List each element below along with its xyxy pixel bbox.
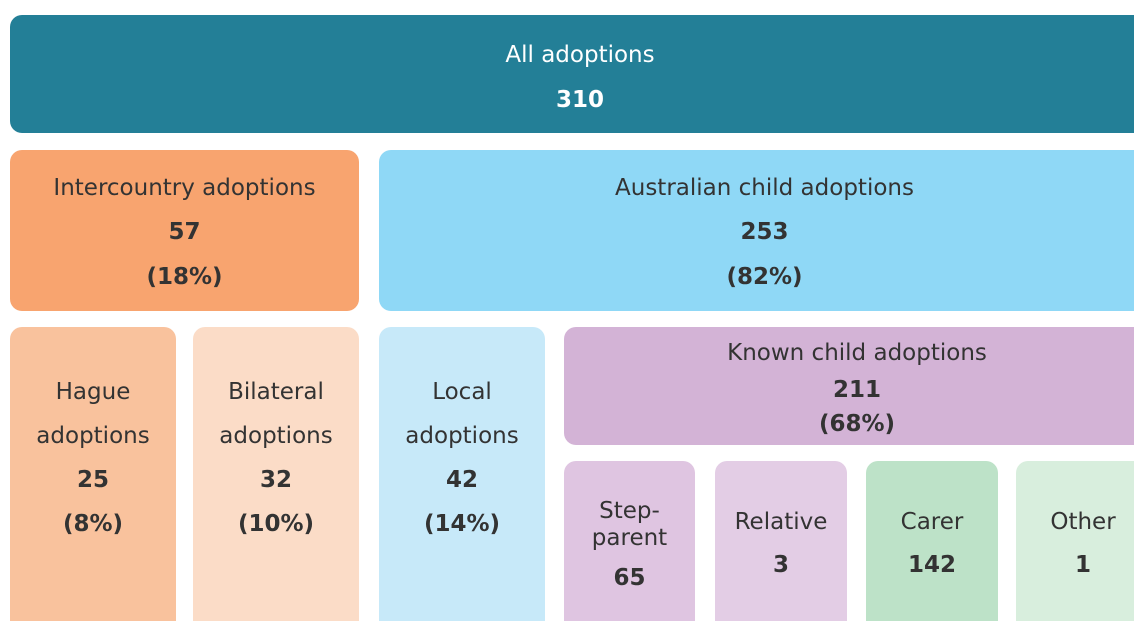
node-percent: (68%) [818, 411, 896, 437]
node-label: Bilateral [228, 379, 324, 405]
node-box: Known child adoptions 211 (68%) [564, 327, 1134, 445]
node-count: 253 [740, 219, 789, 245]
node-label: Australian child adoptions [615, 175, 914, 201]
node-count: 57 [168, 219, 201, 245]
node-box: Local adoptions 42 (14%) [379, 327, 545, 621]
node-label: Other [1050, 509, 1116, 535]
node-box: Carer 142 [866, 461, 998, 621]
node-label: Known child adoptions [727, 340, 987, 366]
node-box: Bilateral adoptions 32 (10%) [193, 327, 359, 621]
node-label: Hague [55, 379, 131, 405]
node-percent: (10%) [237, 511, 315, 537]
node-percent: (8%) [62, 511, 124, 537]
node-box: Intercountry adoptions 57 (18%) [10, 150, 359, 311]
node-count: 3 [772, 552, 789, 578]
node-count: 32 [259, 467, 292, 493]
node-count: 1 [1074, 552, 1091, 578]
node-percent: (18%) [146, 264, 223, 290]
node-count: 211 [832, 377, 881, 403]
node-count: 142 [907, 552, 956, 578]
node-count: 25 [76, 467, 109, 493]
node-box: Australian child adoptions 253 (82%) [379, 150, 1134, 311]
node-percent: (14%) [423, 511, 501, 537]
node-box: All adoptions 310 [10, 15, 1134, 133]
node-label: Relative [734, 509, 828, 535]
node-box: Relative 3 [715, 461, 847, 621]
node-label: Step- [599, 498, 660, 524]
node-label: parent [591, 525, 668, 551]
node-label: adoptions [36, 423, 150, 449]
node-label: adoptions [405, 423, 519, 449]
node-label: adoptions [219, 423, 333, 449]
node-count: 65 [613, 565, 646, 591]
node-box: Step-parent 65 [564, 461, 695, 621]
node-label: Local [432, 379, 492, 405]
node-box: Hague adoptions 25 (8%) [10, 327, 176, 621]
node-label: Intercountry adoptions [53, 175, 316, 201]
node-percent: (82%) [726, 264, 803, 290]
node-label: Carer [900, 509, 964, 535]
node-box: Other 1 [1016, 461, 1134, 621]
node-label: All adoptions [505, 42, 655, 68]
node-count: 310 [555, 87, 604, 113]
node-count: 42 [445, 467, 478, 493]
